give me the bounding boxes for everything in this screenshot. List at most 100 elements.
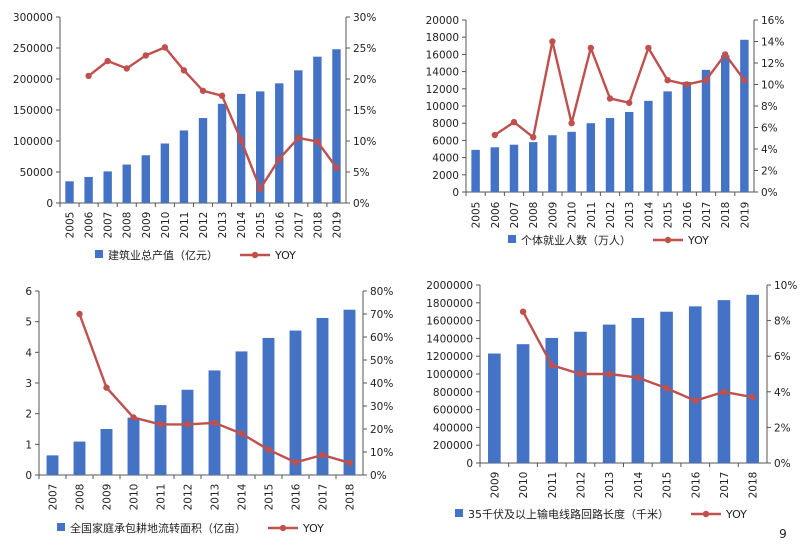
x-category-label: 2018	[720, 202, 732, 229]
bar-2011	[179, 130, 189, 203]
bar-2005	[471, 149, 480, 192]
x-category-label: 2009	[489, 472, 501, 499]
left-axis-tick-label: 1000000	[426, 369, 473, 381]
bar-2007	[103, 171, 112, 203]
left-axis-tick-label: 16000	[426, 49, 459, 61]
left-axis-tick-label: 5	[25, 317, 32, 329]
left-axis-tick-label: 0	[466, 458, 473, 470]
bar-2019	[332, 49, 341, 203]
bar-2018	[720, 55, 730, 193]
x-category-label: 2006	[84, 211, 96, 238]
x-category-label: 2005	[471, 202, 483, 229]
bar-2015	[256, 91, 265, 203]
x-category-label: 2008	[75, 484, 87, 511]
yoy-point-2018	[722, 51, 729, 58]
legend-bar-label: 建筑业总产值（亿元）	[108, 248, 218, 262]
x-category-label: 2011	[179, 212, 191, 239]
bar-2014	[644, 100, 653, 192]
yoy-point-2014	[645, 44, 652, 52]
yoy-point-2010	[161, 44, 169, 51]
legend-bar-swatch	[95, 250, 103, 258]
x-category-label: 2016	[291, 483, 303, 510]
yoy-point-2017	[720, 388, 728, 395]
yoy-point-2016	[276, 155, 283, 163]
yoy-point-2010	[130, 414, 137, 421]
page-marker: 9	[779, 527, 787, 541]
bar-2016	[682, 81, 692, 192]
yoy-point-2012	[184, 421, 191, 428]
x-category-label: 2009	[141, 212, 153, 239]
yoy-point-2018	[314, 138, 321, 145]
bar-2011	[586, 123, 596, 192]
yoy-point-2013	[211, 419, 218, 426]
right-axis-tick-label: 0%	[774, 458, 791, 470]
yoy-point-2014	[238, 430, 245, 437]
bar-2011	[154, 405, 167, 475]
x-category-label: 2005	[65, 212, 77, 239]
left-axis-tick-label: 8000	[432, 118, 459, 130]
bar-2008	[122, 164, 131, 203]
yoy-point-2015	[664, 77, 671, 84]
x-category-label: 2009	[102, 484, 114, 511]
left-axis-tick-label: 200000	[433, 440, 473, 452]
bar-2013	[602, 324, 616, 463]
left-axis-tick-label: 4000	[432, 153, 459, 165]
yoy-point-2012	[199, 87, 207, 94]
left-axis-tick-label: 150000	[13, 105, 53, 117]
yoy-point-2016	[292, 459, 299, 466]
bar-2010	[516, 344, 530, 463]
yoy-point-2010	[519, 308, 527, 315]
x-category-label: 2011	[156, 484, 168, 511]
left-axis-tick-label: 12000	[426, 84, 459, 96]
chart-panel-transmission-lines: 0 200000 400000 600000 800000 1000000 1200000 1…	[426, 280, 797, 521]
right-axis-tick-label: 8%	[761, 101, 778, 113]
yoy-point-2014	[634, 374, 642, 381]
left-axis-tick-label: 6000	[432, 135, 459, 147]
right-axis-tick-label: 60%	[370, 332, 393, 344]
left-axis-tick-label: 4	[25, 347, 32, 359]
x-category-label: 2006	[490, 201, 502, 228]
x-category-label: 2015	[663, 202, 675, 229]
bar-2009	[548, 135, 557, 192]
x-category-label: 2010	[160, 212, 172, 239]
bar-2012	[605, 118, 615, 192]
bar-2014	[236, 93, 246, 203]
yoy-point-2008	[76, 310, 83, 318]
legend-bar-label: 全国家庭承包耕地流转面积（亿亩）	[70, 521, 246, 535]
x-category-label: 2007	[48, 484, 60, 511]
x-category-label: 2014	[236, 211, 248, 238]
yoy-point-2018	[346, 459, 353, 467]
bar-2013	[624, 112, 634, 192]
yoy-point-2014	[237, 137, 245, 144]
bar-2016	[688, 306, 702, 463]
x-category-label: 2018	[312, 212, 324, 239]
left-axis-tick-label: 50000	[20, 167, 53, 179]
left-axis-tick-label: 1	[25, 439, 32, 451]
yoy-point-2013	[626, 99, 633, 106]
left-axis-tick-label: 400000	[433, 422, 473, 434]
bar-2009	[488, 353, 501, 463]
left-axis-tick-label: 1200000	[426, 351, 473, 363]
x-category-label: 2009	[547, 202, 559, 229]
bar-2013	[217, 103, 227, 203]
x-category-label: 2014	[633, 471, 645, 498]
bar-2014	[235, 351, 248, 475]
bar-2015	[262, 337, 275, 475]
yoy-point-2010	[568, 120, 575, 127]
bar-2009	[141, 155, 150, 203]
yoy-point-2018	[749, 393, 756, 401]
chart-panel-self-employed: 0 2000 4000 6000 8000 10000 12000 14000 16000 180…	[426, 15, 785, 247]
bar-2010	[567, 131, 576, 192]
left-axis-tick-label: 1400000	[426, 333, 473, 345]
bar-2010	[127, 417, 140, 475]
yoy-point-2011	[587, 44, 594, 52]
yoy-point-2007	[104, 57, 111, 65]
right-axis-tick-label: 25%	[353, 43, 376, 55]
x-category-label: 2016	[690, 471, 702, 498]
legend-bar-label: 个体就业人数（万人）	[521, 233, 631, 247]
right-axis-tick-label: 20%	[370, 424, 393, 436]
left-axis-tick-label: 300000	[13, 12, 53, 24]
left-axis-tick-label: 10000	[426, 101, 459, 113]
yoy-point-2016	[692, 397, 699, 404]
